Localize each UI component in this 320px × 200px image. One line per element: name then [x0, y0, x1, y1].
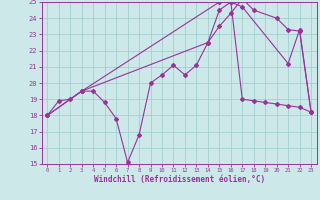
X-axis label: Windchill (Refroidissement éolien,°C): Windchill (Refroidissement éolien,°C) [94, 175, 265, 184]
